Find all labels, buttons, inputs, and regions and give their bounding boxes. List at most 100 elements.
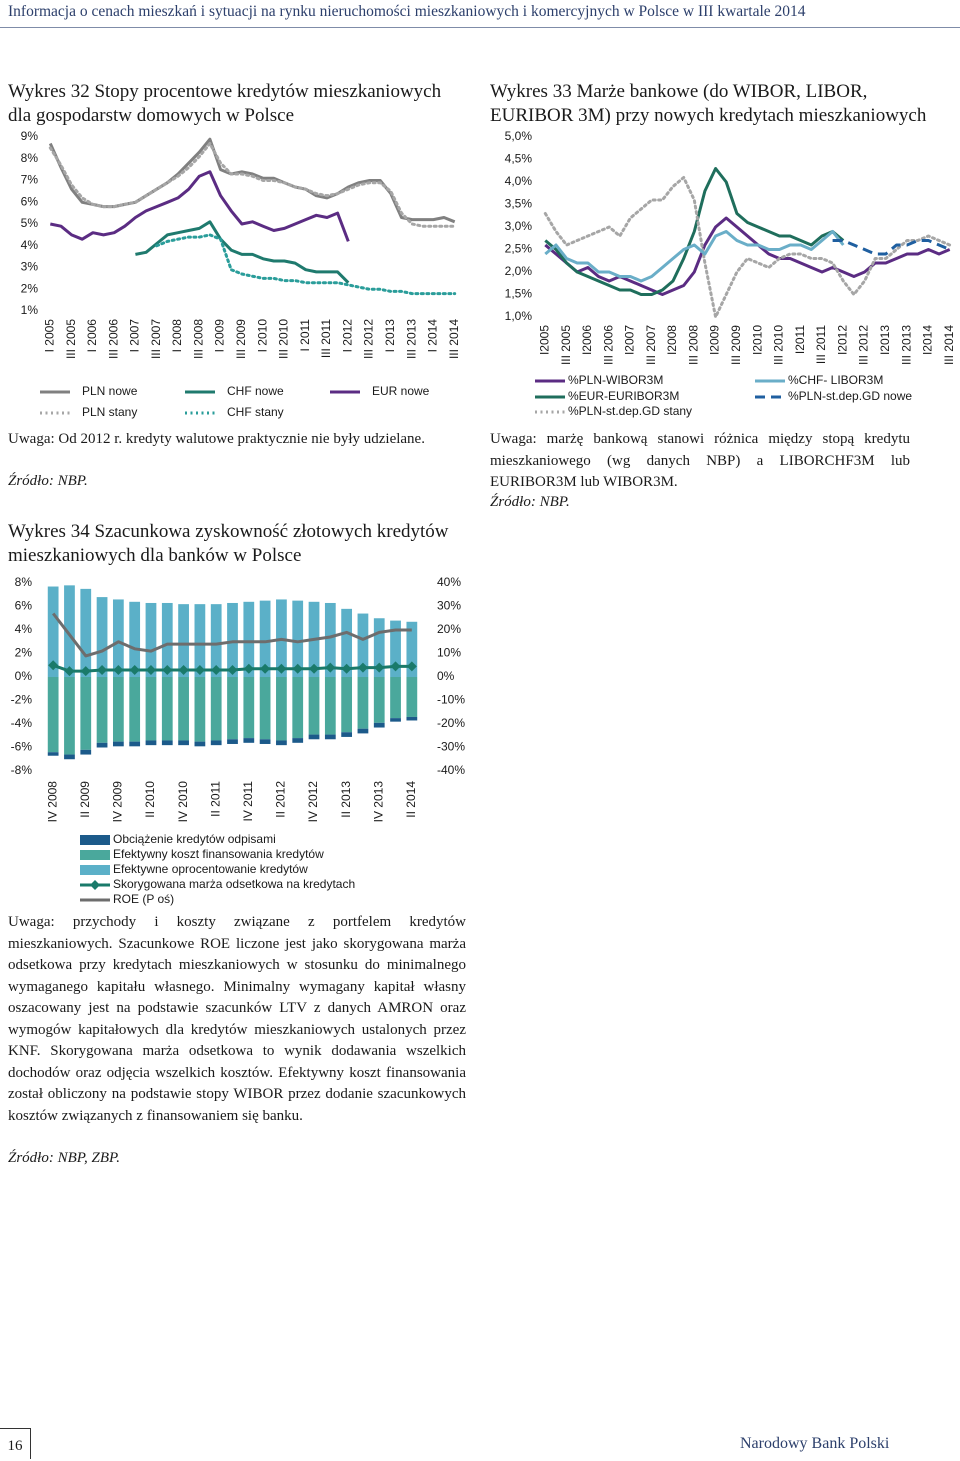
y-tick-label: 2,5% — [505, 242, 533, 256]
y-tick-label: 9% — [21, 129, 39, 143]
marker — [276, 663, 287, 674]
bar — [47, 677, 59, 753]
x-tick-label: IV 2009 — [111, 781, 125, 823]
bar — [129, 741, 141, 747]
y-tick-label: 2% — [21, 281, 39, 295]
legend-label: PLN nowe — [82, 384, 138, 398]
y-tick-label: 1% — [21, 303, 39, 317]
y-tick-label: 3,5% — [505, 197, 533, 211]
series-line — [544, 216, 951, 296]
x-tick-label: III 2012 — [857, 325, 871, 365]
y2-tick-label: 0% — [437, 669, 455, 683]
legend-label: %PLN-WIBOR3M — [568, 373, 663, 387]
y-tick-label: 1,5% — [505, 287, 533, 301]
y-tick-label: 5% — [21, 216, 39, 230]
y-tick-label: 4% — [15, 622, 33, 636]
y-tick-label: -4% — [11, 716, 33, 730]
chart-source: Źródło: NBP, ZBP. — [8, 1150, 120, 1166]
x-tick-label: I 2006 — [85, 319, 99, 353]
y2-tick-label: 10% — [437, 646, 461, 660]
x-tick-label: III 2013 — [404, 319, 418, 359]
x-tick-label: III 2009 — [729, 325, 743, 365]
series-line — [543, 176, 952, 319]
y-tick-label: 2% — [15, 646, 33, 660]
running-header: Informacja o cenach mieszkań i sytuacji … — [8, 3, 806, 20]
bar — [80, 749, 92, 755]
bar — [406, 677, 418, 717]
y2-tick-label: 40% — [437, 575, 461, 589]
series-line — [544, 230, 845, 283]
legend-label: Efektywne oprocentowanie kredytów — [113, 862, 308, 876]
marker — [211, 664, 222, 675]
bar — [80, 677, 92, 750]
bar — [292, 600, 304, 677]
bar — [145, 602, 157, 677]
bar — [210, 740, 222, 746]
bar — [64, 677, 75, 755]
legend-label: CHF stany — [227, 405, 284, 419]
legend-label: %EUR-EURIBOR3M — [568, 389, 679, 403]
chart-title: Wykres 33 Marże bankowe (do WIBOR, LIBOR… — [490, 81, 927, 126]
x-tick-label: III 2014 — [447, 319, 461, 359]
bar — [96, 742, 108, 748]
marker — [162, 664, 173, 675]
marker — [243, 663, 254, 674]
marker — [194, 664, 205, 675]
legend-label: Efektywny koszt finansowania kredytów — [113, 847, 324, 861]
marker — [129, 664, 140, 675]
x-tick-label: I 2007 — [128, 319, 142, 353]
bar — [96, 677, 108, 743]
chart-title: Wykres 32 Stopy procentowe kredytów mies… — [8, 81, 442, 126]
bar — [112, 599, 124, 677]
y-tick-label: -6% — [11, 740, 33, 754]
bar — [178, 604, 189, 677]
x-tick-label: III 2008 — [686, 325, 700, 365]
y-tick-label: -8% — [11, 763, 33, 777]
bar — [47, 752, 59, 756]
bar — [276, 677, 287, 741]
marker — [406, 661, 417, 672]
y-tick-label: 0% — [15, 669, 33, 683]
x-tick-label: II 2010 — [143, 781, 157, 818]
bar — [259, 677, 271, 740]
bar — [227, 602, 238, 677]
bar — [194, 604, 206, 677]
y2-tick-label: -20% — [437, 716, 465, 730]
marker — [357, 662, 368, 673]
x-tick-label: I 2010 — [255, 319, 269, 353]
y2-tick-label: 20% — [437, 622, 461, 636]
marker — [309, 663, 320, 674]
bar — [390, 620, 401, 677]
marker — [113, 664, 124, 675]
x-tick-label: I 2012 — [340, 319, 354, 353]
x-tick-label: I 2013 — [383, 319, 397, 353]
x-tick-label: II 2011 — [208, 781, 222, 817]
y-tick-label: 4% — [21, 238, 39, 252]
bar — [161, 740, 173, 746]
bar — [112, 677, 124, 742]
x-tick-label: III 2009 — [234, 319, 248, 359]
bar — [292, 738, 304, 743]
x-tick-label: III 2011 — [814, 325, 828, 364]
y-tick-label: 4,5% — [505, 152, 533, 166]
bar — [390, 677, 401, 719]
marker — [325, 662, 336, 673]
series-line — [52, 612, 412, 658]
bar — [341, 732, 353, 737]
bar — [47, 586, 59, 677]
bar — [406, 716, 418, 721]
y2-tick-label: -40% — [437, 763, 465, 777]
x-tick-label: III 2005 — [64, 319, 78, 359]
marker — [48, 660, 59, 671]
bar — [178, 677, 189, 741]
y2-tick-label: 30% — [437, 599, 461, 613]
bar — [64, 754, 75, 760]
x-tick-label: I2006 — [580, 325, 594, 355]
bar — [145, 677, 157, 741]
bar — [390, 718, 401, 722]
x-tick-label: III 2010 — [772, 325, 786, 365]
x-tick-label: I2010 — [750, 325, 764, 355]
x-tick-label: III 2006 — [106, 319, 120, 359]
y2-tick-label: -10% — [437, 693, 465, 707]
